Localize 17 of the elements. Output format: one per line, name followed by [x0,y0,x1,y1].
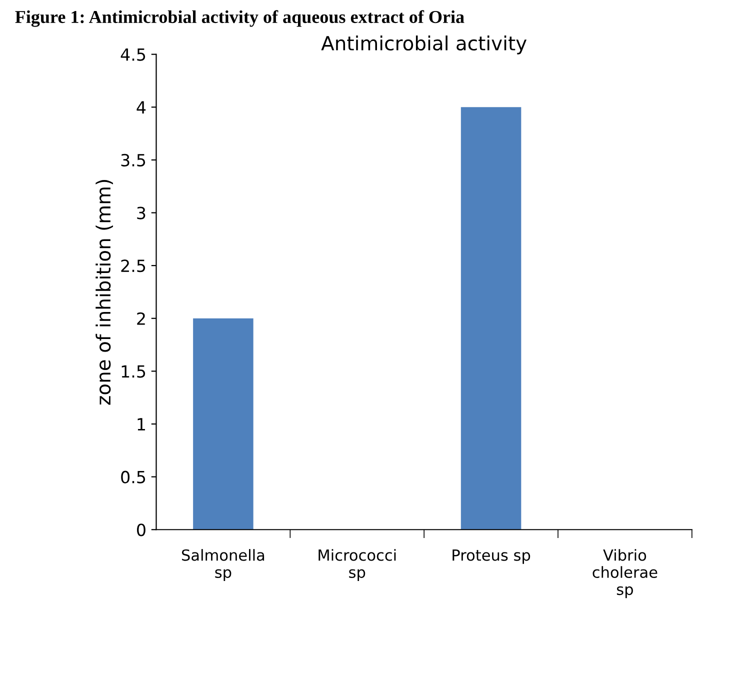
y-tick-label: 2.5 [121,260,146,272]
y-tick-label: 1 [138,418,145,430]
y-tick-label: 1.5 [122,365,146,378]
chart-title: Antimicrobial activity [321,36,527,54]
y-tick-label: 4.5 [120,48,146,61]
y-axis-title: zone of inhibition (mm) [96,180,113,405]
caption: Figure 1: Antimicrobial activity of aqueous extract of Oria [15,10,464,27]
x-tick-label: Micrococci sp [318,549,396,581]
y-tick-label: 0.5 [121,470,146,484]
y-tick-label: 0 [137,524,146,536]
y-tick-label: 2 [137,312,145,325]
y-tick-label: 4 [136,101,146,114]
x-tick-label: Proteus sp [452,550,530,564]
x-tick-label: Salmonella sp [182,549,264,581]
y-tick-label: 3.5 [121,154,146,167]
x-tick-label: Vibrio cholerae sp [592,549,658,598]
y-tick-label: 3 [137,206,146,220]
